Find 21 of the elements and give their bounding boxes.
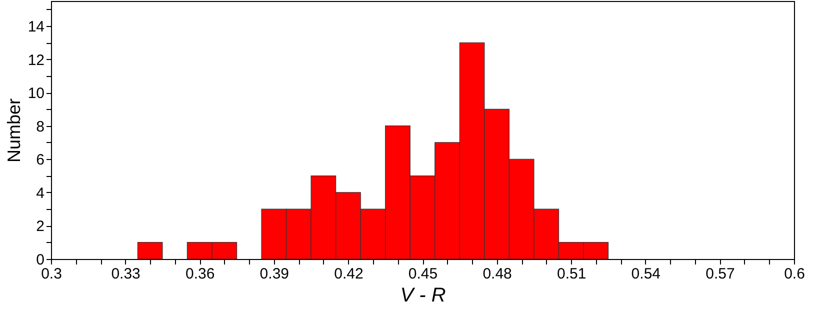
- x-tick-label: 0.45: [408, 266, 438, 282]
- x-tick-label: 0.48: [482, 266, 512, 282]
- x-tick-label: 0.39: [260, 266, 289, 282]
- y-axis-title: Number: [4, 98, 24, 163]
- y-tick-label: 4: [36, 184, 44, 202]
- x-tick-label: 0.54: [631, 266, 660, 282]
- y-tick-label: 12: [28, 52, 44, 69]
- y-tick-label: 0: [36, 252, 44, 268]
- x-tick-label: 0.36: [186, 266, 215, 282]
- x-tick-label: 0.3: [41, 266, 62, 282]
- y-tick-label: 10: [28, 85, 44, 102]
- x-tick-label: 0.6: [784, 266, 805, 282]
- x-axis-title: V - R: [400, 284, 446, 306]
- y-tick-label: 14: [28, 18, 44, 36]
- x-tick-label: 0.57: [706, 266, 735, 282]
- y-tick-label: 2: [36, 218, 44, 236]
- x-tick-label: 0.42: [334, 266, 364, 282]
- x-tick-label: 0.51: [557, 266, 586, 282]
- x-tick-label: 0.33: [111, 266, 140, 282]
- y-tick-label: 8: [36, 118, 44, 136]
- y-tick-label: 6: [36, 152, 44, 169]
